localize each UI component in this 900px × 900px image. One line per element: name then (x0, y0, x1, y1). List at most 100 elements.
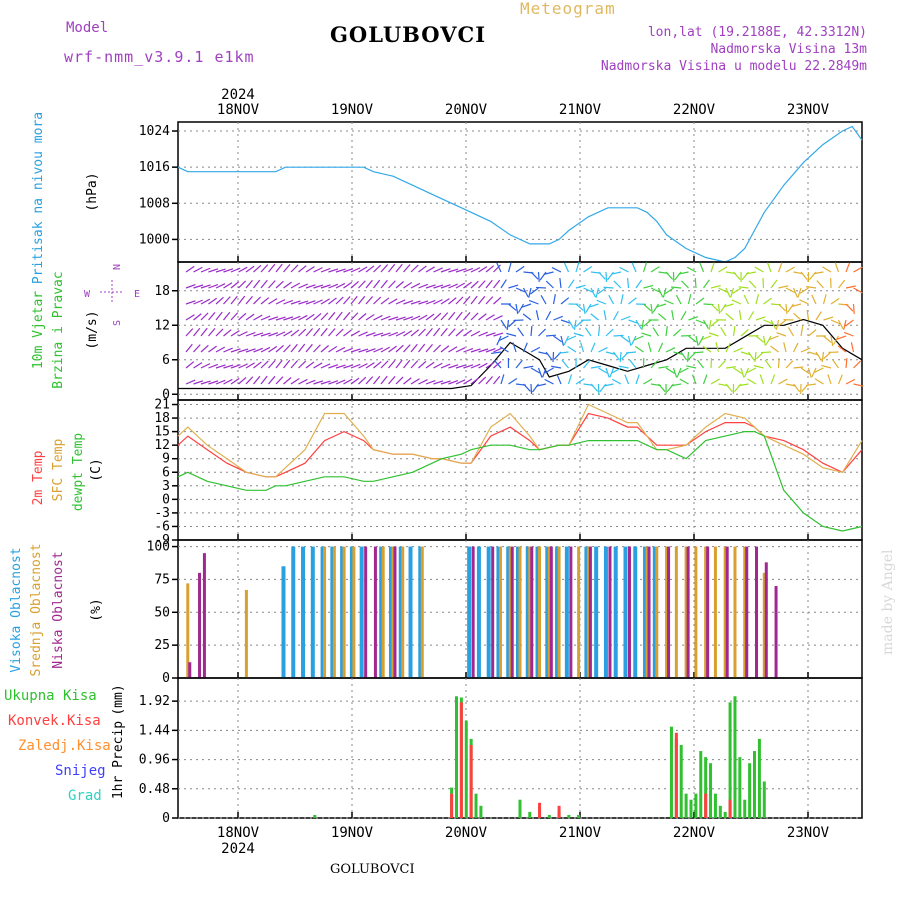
wind-barb (245, 280, 253, 289)
bar (704, 546, 708, 678)
wind-barb (730, 287, 735, 298)
wind-barb (558, 351, 569, 354)
wind-barb (493, 375, 501, 385)
wind-barb (290, 343, 298, 353)
wind-barb (755, 351, 764, 360)
wind-barb (260, 375, 268, 385)
wind-barb (215, 379, 226, 385)
wind-barb (245, 295, 253, 305)
wind-barb (551, 267, 562, 273)
wind-barb (313, 362, 323, 369)
wind-barb (208, 380, 219, 385)
elevation-label: Nadmorska Visina 13m (710, 42, 867, 57)
bar (667, 546, 671, 678)
bar (699, 751, 703, 818)
bar (408, 546, 413, 678)
model-elevation-label: Nadmorska Visina u modelu 22.2849m (600, 59, 867, 74)
panel-frame (177, 121, 863, 263)
wind-barb (544, 378, 554, 385)
wind-barb (670, 286, 682, 289)
wind-barb (418, 314, 428, 321)
bar (349, 546, 354, 678)
cloud-ylabel-low: Niska Oblacnost (51, 551, 66, 668)
wind-barb (373, 347, 383, 353)
wind-barb (507, 262, 512, 273)
y-tick-label: 6 (162, 465, 170, 480)
wind-barb (440, 298, 450, 305)
wind-barb (696, 359, 704, 369)
day-label-bottom: 18NOV (217, 825, 260, 841)
wind-barb (687, 294, 692, 305)
wind-barb (395, 376, 404, 385)
wind-barb (388, 331, 399, 337)
wind-barb (746, 271, 757, 275)
wind-barb (588, 303, 599, 308)
model-label: Model (66, 20, 109, 36)
wind-barb (215, 283, 226, 289)
wind-barb (283, 377, 292, 385)
wind-ylabel-2: Brzina i Pravac (51, 271, 66, 388)
wind-barb (530, 346, 541, 353)
wind-barb (791, 303, 802, 308)
wind-barb (753, 365, 764, 369)
wind-barb (785, 360, 794, 369)
wind-barb (373, 332, 384, 337)
wind-barb (260, 297, 270, 305)
bar (479, 805, 483, 818)
wind-barb (620, 294, 624, 305)
wind-barb (799, 287, 809, 294)
wind-barb (403, 300, 414, 305)
wind-barb (807, 367, 812, 378)
wind-barb (425, 284, 436, 289)
bar (538, 546, 542, 678)
temp-unit: (C) (89, 458, 104, 481)
wind-barb (208, 345, 217, 353)
wind-barb (230, 267, 241, 273)
y-tick-label: 1024 (139, 124, 170, 139)
wind-barb (485, 348, 496, 353)
wind-barb (823, 335, 832, 343)
wind-barb (410, 315, 421, 321)
wind-barb (253, 361, 262, 369)
wind-barb (275, 345, 284, 353)
wind-barb (584, 327, 592, 337)
wind-barb (695, 319, 706, 325)
bar (684, 546, 688, 678)
wind-barb (743, 294, 750, 305)
bar (545, 546, 550, 678)
wind-barb (230, 281, 240, 289)
svg-text:E: E (134, 289, 140, 300)
wind-barb (358, 348, 369, 353)
wind-barb (470, 377, 480, 385)
pressure-ylabel: Pritisak na nivou mora (31, 112, 46, 284)
wind-barb (740, 351, 751, 356)
wind-barb (185, 314, 195, 321)
bar (506, 546, 511, 678)
wind-barb (603, 310, 607, 321)
wind-barb (493, 332, 504, 337)
wind-barb (725, 287, 731, 298)
wind-barb (290, 329, 300, 337)
wind-barb (620, 315, 631, 321)
wind-barb (395, 281, 404, 289)
bar (469, 744, 473, 818)
wind-barb (455, 282, 466, 289)
wind-barb (652, 303, 660, 313)
wind-barb (491, 351, 502, 355)
wind-barb (380, 279, 388, 289)
wind-barb (185, 343, 193, 353)
wind-barb (754, 351, 757, 363)
wind-barb (350, 267, 361, 273)
bar (694, 546, 698, 678)
wind-barb (760, 351, 772, 354)
bar (555, 546, 560, 678)
wind-barb (350, 281, 359, 289)
precip-panel: 0 0.48 0.96 1.44 1.92 (139, 677, 863, 826)
wind-barb (754, 266, 764, 273)
bar (491, 546, 495, 678)
wind-barb (650, 360, 659, 369)
bar (733, 696, 737, 818)
wind-barb (283, 263, 291, 273)
wind-barb (320, 298, 330, 305)
